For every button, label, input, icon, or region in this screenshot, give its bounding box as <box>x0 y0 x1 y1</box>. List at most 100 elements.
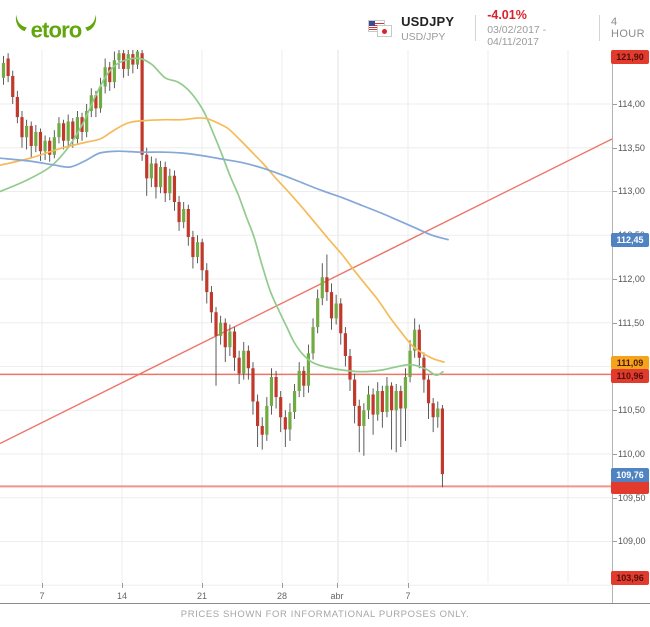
candle-body <box>214 312 218 336</box>
price-tick-label: 109,00 <box>618 536 646 547</box>
time-tick-label: 14 <box>116 591 128 601</box>
candle-body <box>117 53 121 61</box>
price-badge: 121,90 <box>611 50 649 64</box>
time-tick-label: 7 <box>405 591 411 601</box>
logo-right-horn <box>85 14 97 32</box>
header-divider <box>475 15 477 41</box>
chart-canvas[interactable] <box>0 50 612 604</box>
candle-body <box>348 355 352 380</box>
time-tick <box>408 583 409 588</box>
candle-body <box>186 208 190 237</box>
candle-body <box>343 333 347 356</box>
price-tick-label: 113,50 <box>618 142 645 153</box>
candle-body <box>440 408 444 475</box>
price-tick <box>613 191 617 193</box>
candle-body <box>1 62 6 78</box>
symbol-name[interactable]: USDJPY <box>401 13 455 29</box>
price-tick-label: 111,50 <box>618 317 645 328</box>
price-tick-label: 110,00 <box>618 448 645 459</box>
candle-body <box>371 394 375 415</box>
candle-body <box>242 350 246 374</box>
price-tick-label: 110,50 <box>618 405 645 416</box>
candle-body <box>366 394 371 411</box>
price-tick-label: 113,00 <box>618 186 645 197</box>
candle-body <box>43 140 47 152</box>
candle-body <box>163 166 167 194</box>
time-tick <box>202 583 203 588</box>
candle-body <box>251 368 255 402</box>
candle-body <box>200 242 204 271</box>
price-tick <box>613 147 617 149</box>
price-badge: 103,96 <box>611 571 649 585</box>
candle-body <box>126 54 130 69</box>
time-tick <box>282 583 283 588</box>
price-tick <box>613 410 617 412</box>
candle-body <box>85 110 89 132</box>
candle-body <box>154 163 158 188</box>
candle-body <box>145 154 149 179</box>
time-tick-label: 21 <box>196 591 208 601</box>
candle-body <box>237 357 241 374</box>
candle-body <box>209 292 213 313</box>
candle-body <box>228 331 232 348</box>
candle-body <box>385 385 389 412</box>
logo-text: etoro <box>31 18 82 43</box>
price-badge: 110,96 <box>611 369 649 383</box>
price-badge <box>611 480 649 494</box>
timeframe-selector[interactable]: 4 HOUR <box>610 16 645 40</box>
price-tick <box>613 322 617 324</box>
candle-body <box>94 95 98 109</box>
symbol-block[interactable]: USDJPY USD/JPY <box>401 14 454 43</box>
candle-body <box>15 96 19 118</box>
candle-body <box>232 331 237 358</box>
price-badge: 111,09 <box>611 356 649 370</box>
candle-body <box>279 397 283 418</box>
price-tick <box>613 541 617 543</box>
chart-bottom-border <box>0 603 650 604</box>
candle-body <box>334 303 338 319</box>
usdjpy-flags-icon <box>368 19 392 37</box>
price-tick <box>613 497 617 499</box>
candle-body <box>71 121 75 139</box>
candle-body <box>256 401 260 426</box>
candle-body <box>52 137 56 155</box>
candle-body <box>11 75 15 97</box>
candle-body <box>292 390 297 412</box>
time-tick-label: 7 <box>39 591 45 601</box>
header-divider <box>599 15 600 41</box>
candle-body <box>38 131 43 152</box>
change-percent: -4.01% <box>487 8 527 22</box>
ma-green-line <box>0 57 444 377</box>
candle-body <box>288 411 292 430</box>
candle-body <box>48 140 52 155</box>
candle-body <box>274 376 278 398</box>
candle-body <box>297 370 301 391</box>
candle-body <box>389 385 394 411</box>
candle-body <box>20 117 24 138</box>
candle-body <box>320 277 324 299</box>
price-tick-label: 109,50 <box>618 492 646 503</box>
candle-body <box>57 123 61 138</box>
price-tick-label: 112,00 <box>618 273 645 284</box>
candle-body <box>61 123 66 141</box>
candle-body <box>353 379 357 406</box>
disclaimer-text: PRICES SHOWN FOR INFORMATIONAL PURPOSES … <box>180 609 470 620</box>
candle-body <box>362 410 366 426</box>
jp-flag-icon <box>377 25 392 37</box>
candle-body <box>25 125 29 138</box>
candle-body <box>376 390 380 415</box>
candle-body <box>311 327 315 354</box>
candlestick-chart[interactable] <box>0 50 612 604</box>
etoro-logo[interactable]: etoro <box>10 12 102 44</box>
price-badge: 109,76 <box>611 468 649 482</box>
candle-body <box>191 236 195 258</box>
time-tick <box>337 583 338 588</box>
time-tick <box>42 583 43 588</box>
rising-trendline <box>0 138 612 445</box>
candle-body <box>316 298 320 328</box>
candle-body <box>426 379 431 404</box>
date-range: 03/02/2017 - 04/11/2017 <box>487 24 547 48</box>
price-tick <box>613 103 617 105</box>
candle-body <box>131 54 135 65</box>
candle-body <box>260 425 264 435</box>
